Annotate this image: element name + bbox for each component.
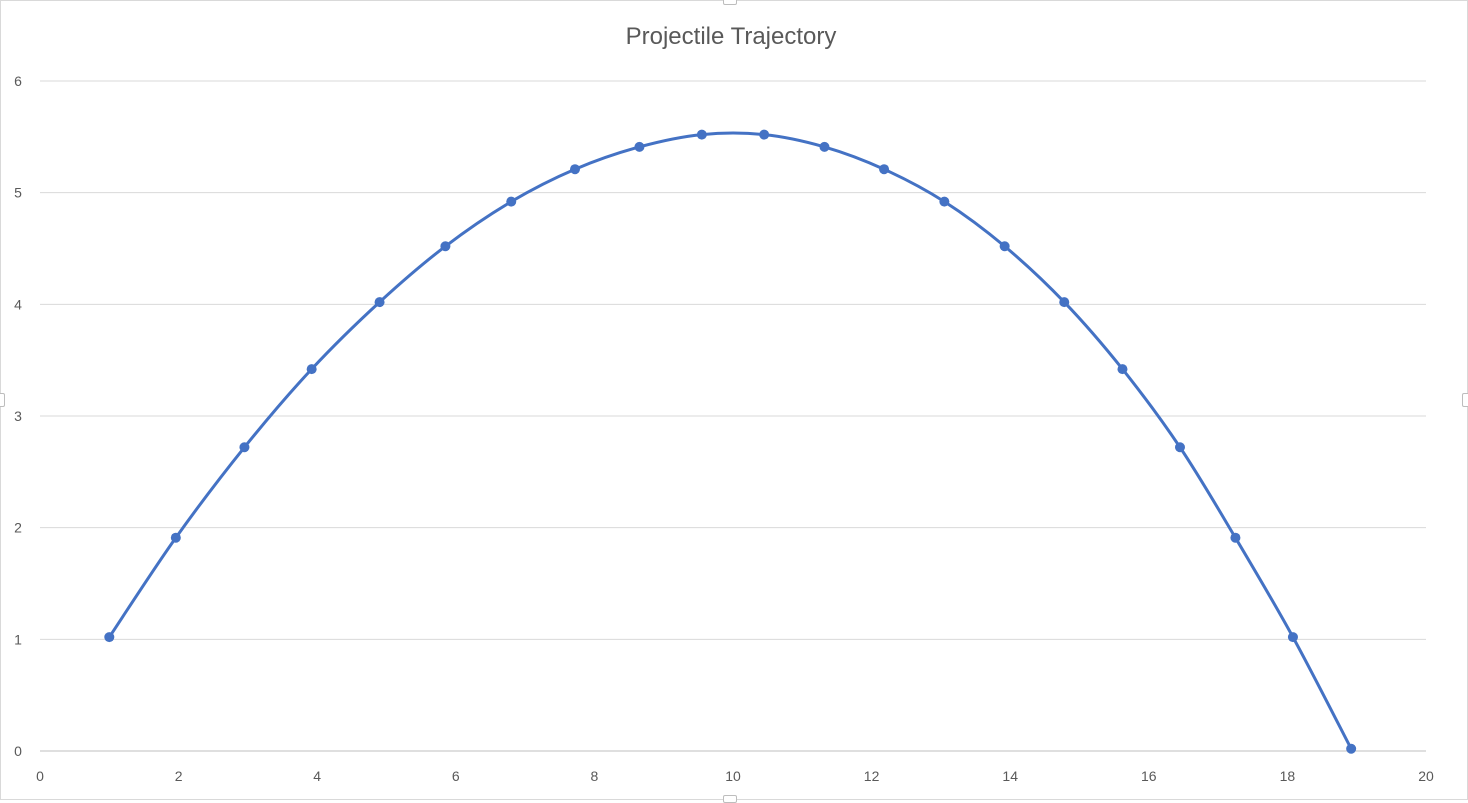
data-point[interactable] xyxy=(506,196,517,207)
data-point[interactable] xyxy=(819,141,830,152)
data-point[interactable] xyxy=(1230,532,1241,543)
x-tick-label: 10 xyxy=(725,768,741,784)
chart-title: Projectile Trajectory xyxy=(626,23,837,50)
y-tick-label: 0 xyxy=(14,743,22,759)
y-tick-label: 2 xyxy=(14,520,22,536)
data-point[interactable] xyxy=(1174,442,1185,453)
y-tick-label: 5 xyxy=(14,185,22,201)
data-point[interactable] xyxy=(170,532,181,543)
y-tick-label: 6 xyxy=(14,73,22,89)
x-tick-label: 12 xyxy=(864,768,880,784)
data-point[interactable] xyxy=(999,241,1010,252)
data-point[interactable] xyxy=(759,129,770,140)
data-point[interactable] xyxy=(104,632,115,643)
data-point[interactable] xyxy=(1117,364,1128,375)
y-tick-label: 4 xyxy=(14,296,22,312)
x-tick-label: 2 xyxy=(175,768,183,784)
data-point[interactable] xyxy=(569,164,580,175)
x-tick-label: 16 xyxy=(1141,768,1157,784)
x-tick-label: 0 xyxy=(36,768,44,784)
data-point[interactable] xyxy=(1059,297,1070,308)
data-point[interactable] xyxy=(1346,743,1357,754)
resize-handle-top[interactable] xyxy=(723,0,737,5)
y-tick-label: 1 xyxy=(14,631,22,647)
data-point[interactable] xyxy=(239,442,250,453)
data-point[interactable] xyxy=(634,141,645,152)
series-projectile[interactable] xyxy=(104,129,1357,754)
x-axis-tick-labels: 0 2 4 6 8 10 12 14 16 18 20 xyxy=(36,768,1434,784)
data-point[interactable] xyxy=(374,297,385,308)
resize-handle-right[interactable] xyxy=(1462,393,1468,407)
y-tick-label: 3 xyxy=(14,408,22,424)
x-tick-label: 6 xyxy=(452,768,460,784)
resize-handle-left[interactable] xyxy=(0,393,5,407)
data-point[interactable] xyxy=(440,241,451,252)
gridlines xyxy=(40,80,1426,752)
series-line[interactable] xyxy=(108,131,1353,750)
y-axis-tick-labels: 0 1 2 3 4 5 6 xyxy=(14,73,22,759)
data-point[interactable] xyxy=(1287,632,1298,643)
data-point[interactable] xyxy=(879,164,890,175)
x-tick-label: 18 xyxy=(1280,768,1296,784)
data-point[interactable] xyxy=(696,129,707,140)
x-tick-label: 8 xyxy=(591,768,599,784)
data-point[interactable] xyxy=(939,196,950,207)
x-tick-label: 4 xyxy=(313,768,321,784)
x-tick-label: 14 xyxy=(1002,768,1018,784)
data-point[interactable] xyxy=(306,364,317,375)
x-tick-label: 20 xyxy=(1418,768,1434,784)
